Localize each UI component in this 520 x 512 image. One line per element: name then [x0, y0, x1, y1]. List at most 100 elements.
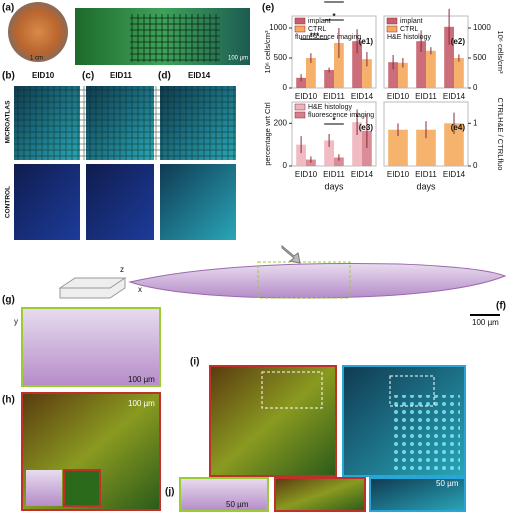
- bar: [334, 157, 344, 166]
- y-tick-label: 0: [283, 83, 288, 92]
- x-tick-label: EID14: [443, 92, 466, 101]
- axis-letter: z: [120, 265, 124, 274]
- panel-f: z x (f) 100 µm: [120, 244, 507, 327]
- microatlas-dots: [390, 395, 460, 470]
- y-axis-label: CTRLH&E / CTRLfluo: [496, 98, 505, 171]
- panel-i: (i): [190, 357, 466, 477]
- legend-label: CTRL: [400, 26, 418, 33]
- legend-label: fluorescence imaging: [308, 112, 374, 119]
- panel-label: (e): [262, 3, 274, 14]
- panel-label: (g): [2, 295, 15, 306]
- bar: [324, 140, 334, 166]
- inset: [26, 470, 62, 506]
- x-tick-label: EID14: [443, 170, 466, 179]
- x-tick-label: EID14: [351, 92, 374, 101]
- bar: [416, 129, 436, 166]
- chart-caption: fluorescence imaging: [295, 34, 361, 41]
- x-axis-label: days: [324, 181, 344, 191]
- panel-label: (f): [496, 301, 506, 312]
- axis-letter: x: [138, 285, 142, 294]
- significance-label: *: [332, 116, 336, 125]
- column-label: EID11: [110, 71, 132, 80]
- roi-box: [261, 371, 323, 409]
- bar: [334, 43, 344, 88]
- bar: [296, 77, 306, 88]
- panel-label: (h): [2, 395, 15, 406]
- scale-label: 50 µm: [226, 500, 249, 509]
- bar: [444, 123, 464, 166]
- panel-label: (e1): [359, 37, 374, 46]
- grid-overlay: [14, 86, 236, 160]
- panel-label: (e4): [451, 123, 466, 132]
- column-label: EID10: [32, 71, 55, 80]
- he-image: [179, 477, 269, 512]
- legend-label: implant: [308, 18, 331, 25]
- y-tick-label: 0: [473, 83, 478, 92]
- column-label: EID14: [188, 71, 211, 80]
- significance-label: ***: [329, 0, 339, 3]
- legend-label: implant: [400, 18, 423, 25]
- y-tick-label: 500: [473, 53, 487, 62]
- scale-label: 1 cm: [30, 56, 43, 62]
- fluorescence-image: [209, 365, 337, 477]
- microatlas-grid: [130, 14, 220, 62]
- scale-label: 100 µm: [128, 399, 155, 408]
- inset: [63, 469, 101, 507]
- roi-box: [257, 261, 351, 299]
- x-tick-label: EID10: [387, 170, 410, 179]
- fluorescence-image: [369, 477, 466, 512]
- bar: [296, 144, 306, 166]
- bar: [362, 59, 372, 88]
- y-tick-label: 0: [473, 161, 478, 170]
- chart-caption: H&E histology: [387, 34, 431, 41]
- y-axis-label: 10⁶ cells/cm³: [263, 30, 272, 74]
- panels-bcd: (b) EID10 (c) EID11 (d) EID14 MICROATLAS…: [2, 3, 274, 240]
- panel-label: (b): [2, 71, 15, 82]
- legend-swatch: [386, 17, 398, 25]
- panel-j: (j) 50 µm 50 µm: [165, 477, 466, 512]
- image: [160, 164, 236, 240]
- y-tick-label: 1: [473, 118, 478, 127]
- scale-label: 100 µm: [472, 318, 499, 327]
- x-tick-label: EID11: [323, 92, 345, 101]
- legend-swatch: [294, 17, 306, 25]
- x-tick-label: EID10: [387, 92, 410, 101]
- bar: [398, 62, 408, 88]
- bar: [444, 26, 454, 88]
- axis-letter: y: [14, 317, 18, 326]
- legend-label: CTRL: [308, 26, 326, 33]
- bar: [306, 58, 316, 88]
- panel-h: (h) 100 µm: [2, 392, 161, 511]
- panel-label: (c): [82, 71, 94, 82]
- x-axis-label: days: [416, 181, 436, 191]
- panel-label: (d): [158, 71, 171, 82]
- x-tick-label: EID11: [415, 92, 437, 101]
- y-tick-label: 500: [274, 53, 288, 62]
- fluorescence-image: [274, 477, 366, 512]
- significance-label: ***: [310, 31, 320, 40]
- y-tick-label: 1000: [473, 23, 491, 32]
- bar: [352, 41, 362, 88]
- bar: [388, 129, 408, 166]
- x-tick-label: EID10: [295, 170, 318, 179]
- legend-swatch: [294, 103, 306, 111]
- roi-box: [389, 375, 435, 407]
- legend-swatch: [294, 111, 306, 119]
- image: [14, 164, 80, 240]
- significance-label: *: [332, 12, 336, 21]
- image: [86, 164, 154, 240]
- scaffold-icon: [58, 277, 127, 299]
- legend-swatch: [386, 25, 398, 33]
- panel-label: (e3): [359, 123, 374, 132]
- panel-label: (i): [190, 357, 199, 368]
- y-tick-label: 200: [274, 118, 288, 127]
- bar: [324, 70, 334, 88]
- panel-a: (a) 1 cm 100 µm: [2, 2, 250, 65]
- y-axis-label: percentage wrt Ctrl: [263, 102, 272, 166]
- bar: [362, 130, 372, 166]
- panel-label: (a): [2, 3, 14, 14]
- panel-label: (j): [165, 487, 174, 498]
- scale-label: 100 µm: [228, 56, 248, 62]
- arrow: [281, 244, 301, 264]
